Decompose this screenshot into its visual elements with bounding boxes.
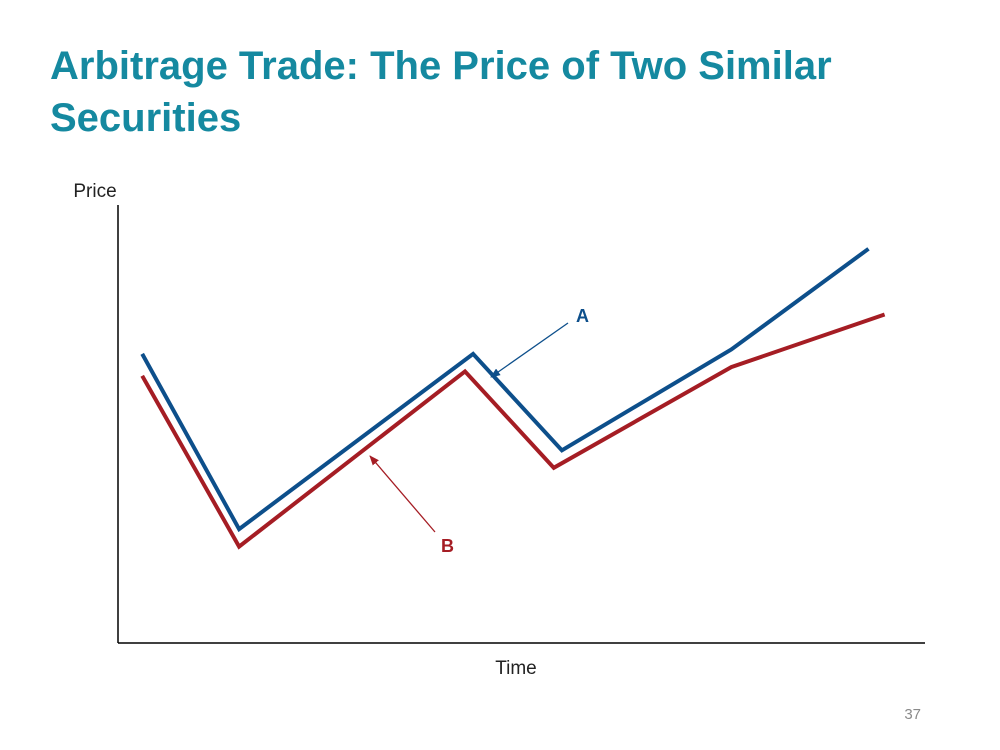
series-a-label: A	[576, 306, 589, 326]
series-b-line	[140, 312, 886, 550]
series-a-callout-arrow	[490, 322, 569, 378]
y-axis-label: Price	[73, 181, 116, 202]
series-a-line	[140, 247, 870, 533]
series-b-callout-arrow	[369, 455, 436, 533]
x-axis-label: Time	[495, 658, 537, 679]
series-b-label: B	[441, 536, 454, 556]
page-number: 37	[904, 706, 921, 723]
slide-title: Arbitrage Trade: The Price of Two Simila…	[50, 44, 832, 140]
